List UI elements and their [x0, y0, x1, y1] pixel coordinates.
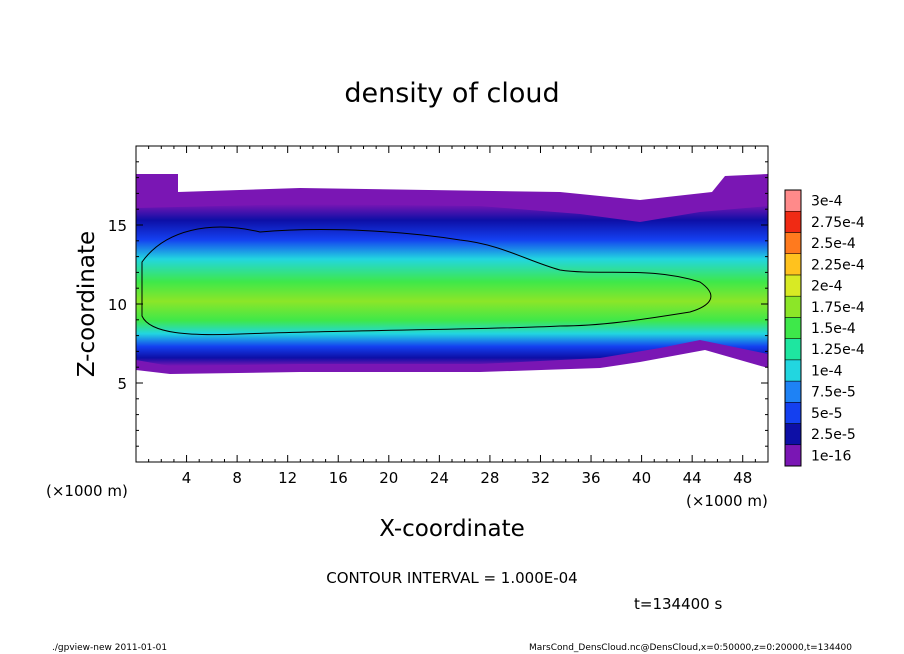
- y-tick-label: 10: [108, 296, 127, 314]
- cloud-field: [136, 174, 768, 374]
- legend-label: 1.75e-4: [811, 300, 865, 316]
- x-tick-label: 48: [733, 469, 752, 487]
- x-tick-label: 44: [683, 469, 702, 487]
- legend-label: 5e-5: [811, 406, 842, 422]
- contour-interval-note: CONTOUR INTERVAL = 1.000E-04: [326, 569, 577, 587]
- legend-label: 7.5e-5: [811, 385, 856, 401]
- legend-swatch: [784, 338, 802, 361]
- x-axis-label: X-coordinate: [379, 516, 525, 542]
- legend-label: 2e-4: [811, 279, 843, 295]
- footer-left: ./gpview-new 2011-01-01: [52, 643, 167, 653]
- legend-swatch: [784, 232, 802, 254]
- x-axis-ticks: 4 8 12 16 20 24 28 32 36 40 44 48: [148, 146, 756, 487]
- x-tick-label: 36: [581, 469, 600, 487]
- x-tick-label: 4: [182, 469, 192, 487]
- time-label: t=134400 s: [634, 595, 722, 613]
- y-axis-ticks: 5 10 15: [108, 161, 768, 447]
- x-tick-label: 32: [531, 469, 550, 487]
- legend-label: 2.25e-4: [811, 257, 865, 273]
- legend-label: 1e-4: [811, 363, 843, 379]
- x-unit-label: (×1000 m): [46, 482, 128, 500]
- legend-label: 2.5e-4: [811, 236, 856, 252]
- legend-swatch: [784, 402, 802, 424]
- color-legend: 1e-16 2.5e-5 5e-5 7.5e-5 1e-4 1.25e-4 1.5e-4 1.…: [784, 189, 865, 467]
- legend-label: 3e-4: [811, 194, 843, 210]
- y-tick-label: 15: [108, 217, 127, 235]
- legend-label: 1e-16: [811, 448, 851, 464]
- x-tick-label: 40: [632, 469, 651, 487]
- cloud-core-contour: [141, 226, 712, 336]
- y-tick-label: 5: [117, 375, 127, 393]
- legend-swatch: [784, 359, 802, 382]
- legend-swatch: [784, 274, 802, 297]
- legend-swatch: [784, 253, 802, 276]
- y-axis-label: Z-coordinate: [74, 231, 100, 377]
- x-tick-label: 16: [329, 469, 348, 487]
- legend-swatch: [784, 423, 802, 446]
- x-tick-label: 12: [278, 469, 297, 487]
- cloud-body: [136, 204, 768, 366]
- x-tick-label: 24: [430, 469, 449, 487]
- footer-right: MarsCond_DensCloud.nc@DensCloud,x=0:5000…: [529, 643, 852, 653]
- legend-swatch: [784, 317, 802, 339]
- chart-title: density of cloud: [344, 78, 559, 109]
- x-tick-label: 28: [480, 469, 499, 487]
- legend-swatch: [784, 380, 802, 403]
- legend-label: 1.5e-4: [811, 321, 856, 337]
- x-tick-label: 8: [232, 469, 242, 487]
- legend-swatch: [784, 295, 802, 318]
- x-tick-label: 20: [379, 469, 398, 487]
- legend-frame: [784, 189, 802, 467]
- legend-label: 1.25e-4: [811, 342, 865, 358]
- y-unit-label: (×1000 m): [686, 492, 768, 510]
- legend-label: 2.5e-5: [811, 427, 856, 443]
- legend-swatch: [784, 189, 802, 212]
- legend-swatch: [784, 444, 802, 467]
- legend-swatch: [784, 210, 802, 233]
- legend-label: 2.75e-4: [811, 215, 865, 231]
